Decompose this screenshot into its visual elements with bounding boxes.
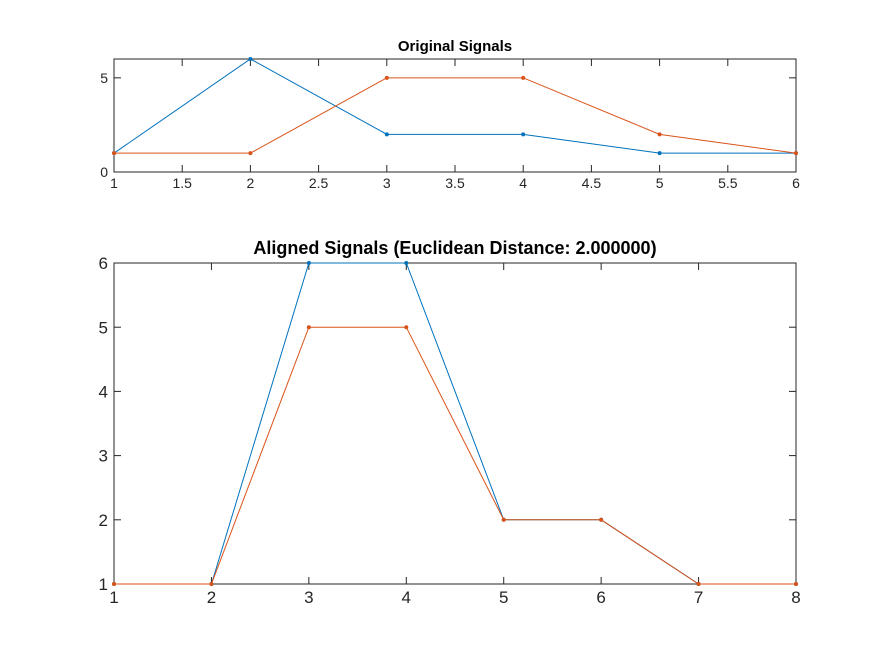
x-tick-label: 6 — [792, 175, 800, 191]
x-tick-label: 1.5 — [172, 175, 192, 191]
series-1-point — [384, 132, 389, 137]
x-tick-label: 4.5 — [582, 175, 602, 191]
y-tick-label: 1 — [99, 575, 108, 594]
x-tick-label: 8 — [791, 588, 800, 607]
x-tick-label: 2.5 — [309, 175, 329, 191]
x-tick-label: 4 — [402, 588, 411, 607]
series-2-point — [112, 151, 116, 156]
series-2-point — [384, 75, 389, 80]
top-subplot: Original Signals 1 1.5 2 2.5 3 3.5 4 4.5 5 5.5 6 0 5 — [100, 38, 800, 191]
series-2-point — [599, 517, 604, 522]
series-2-point — [404, 325, 409, 330]
y-tick-label: 2 — [99, 511, 108, 530]
series-1-point — [657, 151, 662, 156]
series-2-point — [306, 325, 311, 330]
y-tick-label: 0 — [100, 164, 108, 180]
series-2-point — [794, 582, 798, 586]
y-tick-label: 4 — [99, 383, 108, 402]
x-tick-label: 1 — [109, 588, 118, 607]
x-tick-label: 2 — [207, 588, 216, 607]
x-tick-label: 2 — [247, 175, 255, 191]
series-2-point — [209, 582, 214, 586]
x-tick-label: 3 — [383, 175, 391, 191]
x-tick-label: 5.5 — [718, 175, 738, 191]
series-1-point — [248, 57, 253, 61]
bottom-subplot: Aligned Signals (Euclidean Distance: 2.0… — [99, 238, 801, 607]
series-2-point — [521, 75, 526, 80]
series-2-point — [657, 132, 662, 137]
series-1-point — [521, 132, 526, 137]
y-tick-label: 5 — [100, 70, 108, 86]
series-1-point — [404, 261, 409, 265]
x-tick-label: 3 — [304, 588, 313, 607]
series-2-point — [794, 151, 798, 156]
series-1-point — [306, 261, 311, 265]
chart-title: Original Signals — [398, 38, 512, 55]
chart-title: Aligned Signals (Euclidean Distance: 2.0… — [253, 238, 656, 258]
x-tick-label: 7 — [694, 588, 703, 607]
x-tick-label: 5 — [499, 588, 508, 607]
y-tick-label: 5 — [99, 318, 108, 337]
x-tick-label: 5 — [656, 175, 664, 191]
y-tick-label: 6 — [99, 254, 108, 273]
x-tick-label: 6 — [596, 588, 605, 607]
series-2-point — [696, 582, 701, 586]
x-tick-label: 1 — [110, 175, 118, 191]
x-tick-label: 4 — [519, 175, 527, 191]
series-2-line — [114, 326, 796, 585]
axes-box — [113, 58, 797, 173]
x-tick-label: 3.5 — [445, 175, 465, 191]
series-2-point — [501, 517, 506, 522]
series-2-line — [114, 77, 797, 154]
y-tick-label: 3 — [99, 447, 108, 466]
series-1-line — [113, 58, 796, 154]
series-2-point — [112, 582, 116, 586]
series-2-point — [248, 151, 253, 156]
